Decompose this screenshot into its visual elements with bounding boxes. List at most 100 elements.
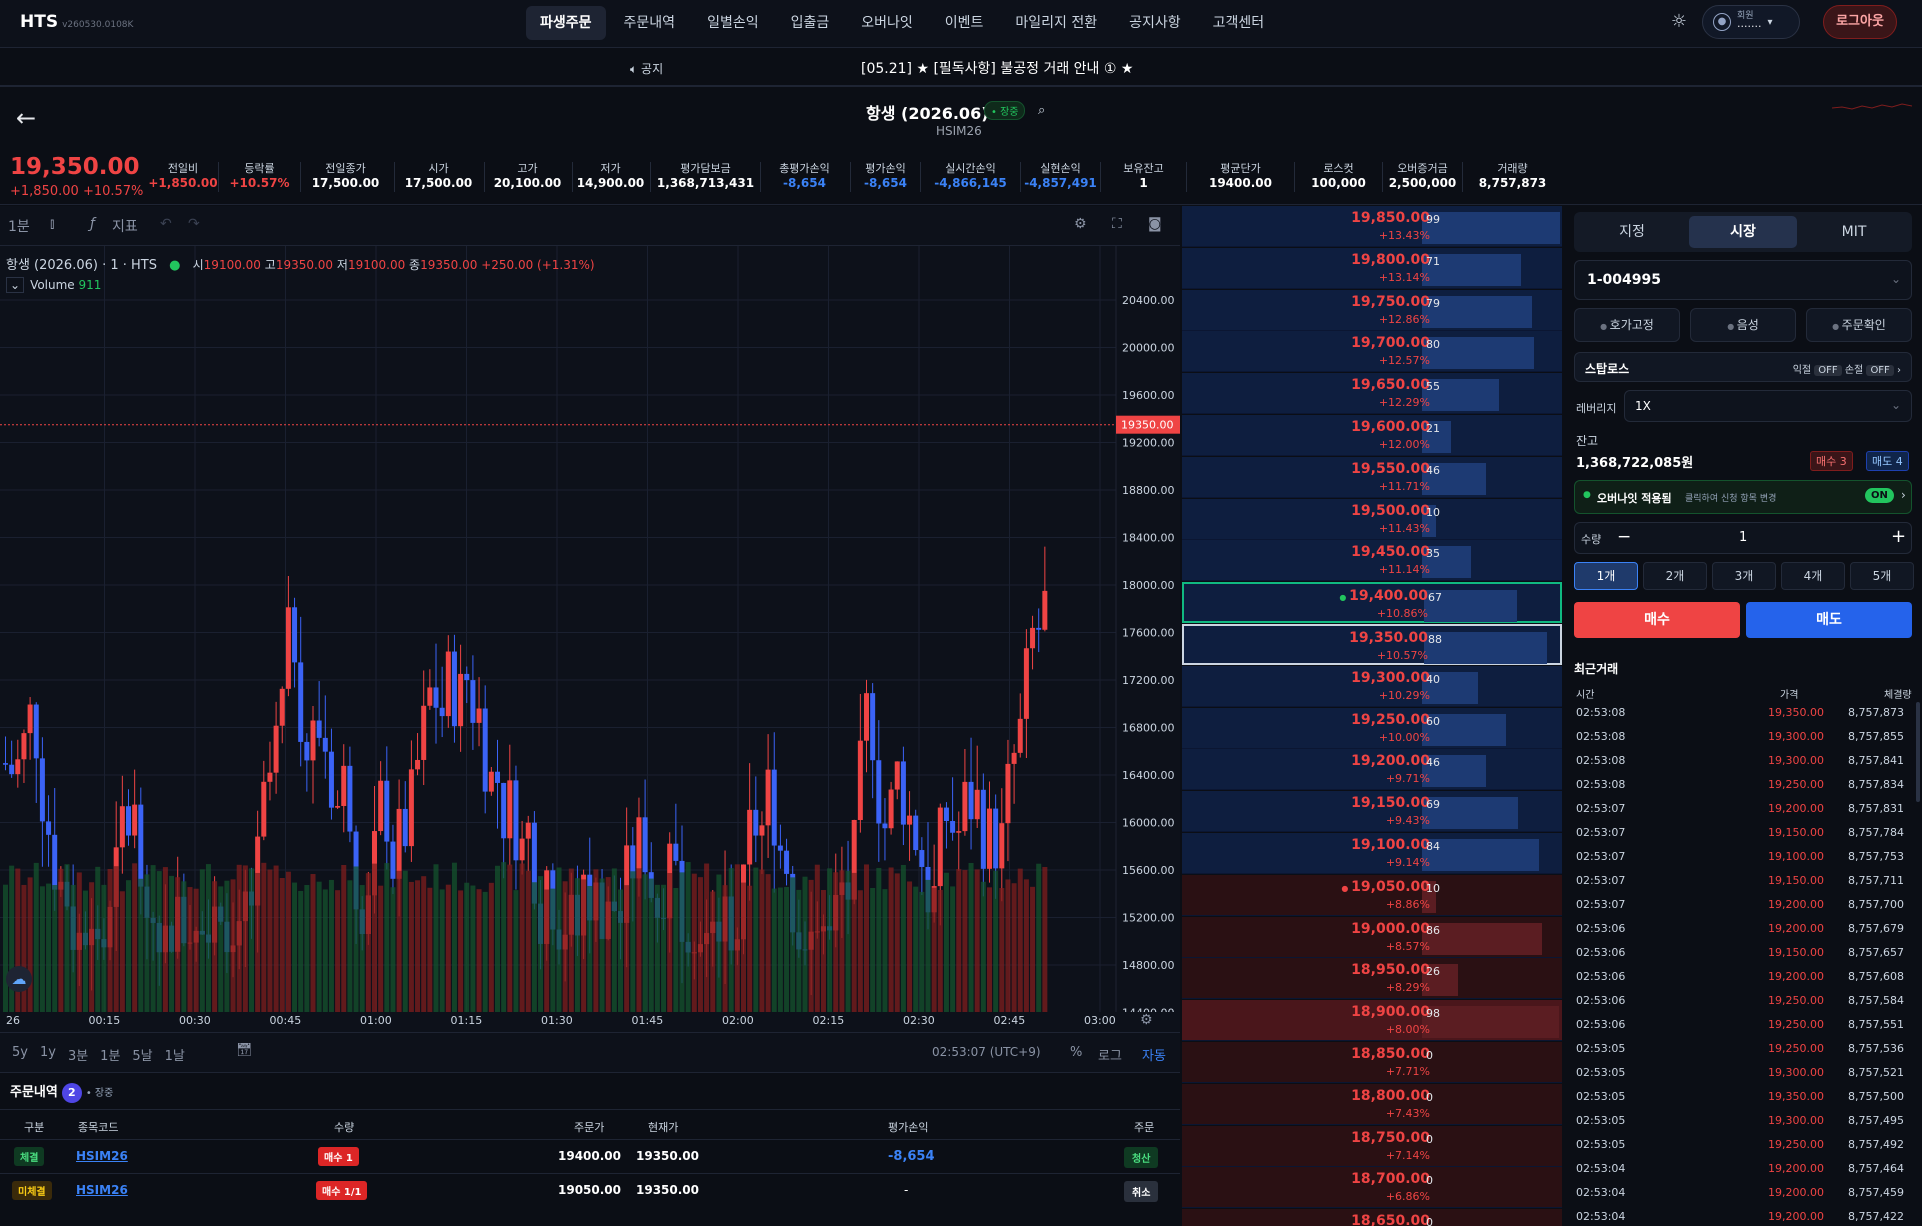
ask-row[interactable]: 19,700.00 +12.57% 80 [1182,331,1562,373]
nav-item-notice[interactable]: 공지사항 [1129,15,1181,31]
ask-row[interactable]: 19,200.00 +9.71% 46 [1182,749,1562,791]
ask-row[interactable]: 19,650.00 +12.29% 55 [1182,373,1562,415]
nav-item-event[interactable]: 이벤트 [944,15,984,31]
tab-market[interactable]: 시장 [1689,216,1797,248]
fullscreen-icon[interactable]: ⛶ [1112,216,1122,232]
ask-row[interactable]: 19,800.00 +13.14% 71 [1182,247,1562,289]
order-code-link[interactable]: HSIM26 [76,1183,128,1197]
range-button[interactable]: 3분 [67,1049,89,1064]
redo-icon[interactable]: ↷ [188,216,200,232]
stoploss-row[interactable]: 스탑로스 익절 OFF 손절 OFF › [1574,352,1912,382]
interval-selector[interactable]: 1분 [8,219,30,235]
indicators-button[interactable]: 지표 [112,219,138,235]
search-icon[interactable]: ⌕ [1038,103,1046,118]
cancel-order-button[interactable]: 취소 [1124,1181,1159,1202]
order-entry-panel: 지정 시장 MIT 1-004995 ⌄ ● 호가고정 ● 음성 ● 주문확인 … [1564,206,1922,1226]
sun-icon[interactable]: ☼ [1670,11,1688,32]
option-confirm[interactable]: ● 주문확인 [1806,308,1912,342]
notice-bar[interactable]: 🔈︎ 공지 [05.21] ★ [필독사항] 불공정 거래 안내 ① ★ [0,49,1922,87]
ask-row[interactable]: 19,850.00 +13.43% 99 [1182,206,1562,247]
option-label: 주문확인 [1841,318,1886,332]
recent-trades-list[interactable]: 02:53:08 19,350.00 8,757,873 02:53:08 19,300… [1564,700,1922,1226]
option-voice[interactable]: ● 음성 [1690,308,1796,342]
camera-icon[interactable]: ◙ [1148,216,1162,232]
bid-row[interactable]: ● 19,050.00 +8.86% 10 [1182,874,1562,916]
candlestick-chart[interactable]: 20400.00 20000.00 19600.00 19200.00 18800.00… [0,246,1180,1012]
qty-preset-4[interactable]: 4개 [1781,562,1845,590]
qty-value[interactable]: 1 [1739,530,1748,545]
overnight-toggle[interactable]: ON [1865,488,1894,503]
undo-icon[interactable]: ↶ [160,216,172,232]
percent-scale-toggle[interactable]: % [1070,1045,1083,1060]
app-logo[interactable]: HTS v260530.0108K [20,12,133,32]
tab-mit[interactable]: MIT [1841,224,1867,240]
nav-item-derivatives-order[interactable]: 파생주문 [526,6,606,40]
log-scale-toggle[interactable]: 로그 [1098,1049,1122,1064]
overnight-toggle-row[interactable]: ● 오버나잇 적용됨 클릭하여 신청 항목 변경 ON › [1574,480,1912,514]
bid-row[interactable]: 18,750.00 +7.14% 0 [1182,1125,1562,1167]
ask-row[interactable]: 19,150.00 +9.43% 69 [1182,791,1562,833]
volume-bar [550,888,556,1012]
qty-preset-1[interactable]: 1개 [1574,562,1638,590]
ask-row[interactable]: 19,550.00 +11.71% 46 [1182,456,1562,498]
notice-text[interactable]: [05.21] ★ [필독사항] 불공정 거래 안내 ① ★ [861,61,1134,77]
function-icon[interactable]: ƒ [90,216,95,232]
collapse-chevron-icon[interactable]: ⌄ [6,277,25,293]
candle-type-icon[interactable]: ⫾ [50,216,55,232]
ask-row[interactable]: 19,600.00 +12.00% 21 [1182,415,1562,456]
minus-icon[interactable]: − [1617,527,1632,547]
logout-button[interactable]: 로그아웃 [1823,5,1897,39]
nav-item-mileage[interactable]: 마일리지 전환 [1015,15,1098,31]
range-button[interactable]: 1분 [100,1049,121,1064]
tab-limit[interactable]: 지정 [1619,224,1645,240]
bid-row[interactable]: 18,700.00 +6.86% 0 [1182,1167,1562,1209]
qty-preset-3[interactable]: 3개 [1712,562,1776,590]
sell-button[interactable]: 매도 [1746,602,1912,638]
book-price-text: 18,850.00 [1351,1046,1430,1062]
settings-gear-icon[interactable]: ⚙ [1074,216,1087,232]
nav-item-support[interactable]: 고객센터 [1212,15,1265,31]
range-button[interactable]: 1y [39,1045,56,1060]
chart-clock[interactable]: 02:53:07 (UTC+9) [932,1045,1041,1059]
option-fix-price[interactable]: ● 호가고정 [1574,308,1680,342]
ask-row[interactable]: 19,350.00 +10.57% 88 [1182,624,1562,665]
nav-item-daily-pnl[interactable]: 일별손익 [707,15,759,31]
order-code-link[interactable]: HSIM26 [76,1149,128,1163]
bid-row[interactable]: 19,000.00 +8.57% 86 [1182,916,1562,958]
ask-row[interactable]: 19,100.00 +9.14% 84 [1182,833,1562,874]
back-arrow-icon[interactable]: ← [16,104,37,132]
qty-preset-5[interactable]: 5개 [1850,562,1914,590]
buy-button[interactable]: 매수 [1574,602,1740,638]
nav-item-overnight[interactable]: 오버나잇 [861,15,913,31]
trade-volume: 8,757,841 [1848,754,1904,767]
symbol-title[interactable]: 항생 (2026.06) [866,104,989,123]
ask-row[interactable]: 19,750.00 +12.86% 79 [1182,289,1562,331]
plus-icon[interactable]: + [1891,526,1907,547]
qty-preset-2[interactable]: 2개 [1643,562,1707,590]
user-menu[interactable]: ● 회원 ······· ▾ [1702,5,1800,39]
ask-row[interactable]: 19,450.00 +11.14% 35 [1182,540,1562,582]
range-button[interactable]: 1날 [164,1049,185,1064]
ask-row[interactable]: 19,500.00 +11.43% 10 [1182,498,1562,540]
bid-row[interactable]: 18,850.00 +7.71% 0 [1182,1042,1562,1083]
scrollbar[interactable] [1916,702,1920,802]
range-button[interactable]: 5날 [132,1049,153,1064]
auto-scale-toggle[interactable]: 자동 [1142,1049,1166,1064]
bid-row[interactable]: 18,650.00 0 [1182,1209,1562,1226]
calendar-icon[interactable]: 📅︎ [236,1043,253,1058]
bid-row[interactable]: 18,950.00 +8.29% 26 [1182,958,1562,1000]
stat-value: 17,500.00 [311,176,380,190]
ask-row[interactable]: ● 19,400.00 +10.86% 67 [1182,582,1562,624]
cloud-logo-icon[interactable]: ☁ [6,966,32,992]
bid-row[interactable]: 18,900.00 +8.00% 98 [1182,1000,1562,1042]
bid-row[interactable]: 18,800.00 +7.43% 0 [1182,1083,1562,1125]
ask-row[interactable]: 19,250.00 +10.00% 60 [1182,707,1562,749]
ask-row[interactable]: 19,300.00 +10.29% 40 [1182,665,1562,707]
account-select[interactable]: 1-004995 ⌄ [1574,260,1912,300]
range-button[interactable]: 5y [12,1045,28,1060]
leverage-select[interactable]: 1X ⌄ [1624,390,1912,422]
nav-item-order-history[interactable]: 주문내역 [623,15,676,31]
axis-settings-icon[interactable]: ⚙ [1140,1012,1153,1028]
nav-item-deposit-withdraw[interactable]: 입출금 [790,15,830,31]
liquidate-button[interactable]: 청산 [1124,1147,1159,1168]
